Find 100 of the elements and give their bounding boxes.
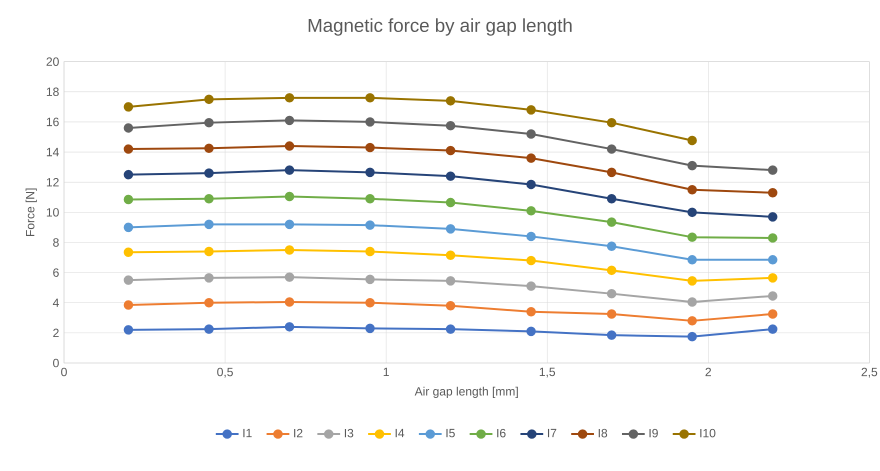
point	[284, 93, 294, 103]
point	[526, 180, 536, 190]
point	[526, 129, 536, 139]
legend-label: I5	[446, 428, 455, 438]
legend-label: I9	[650, 428, 658, 438]
point	[687, 184, 697, 194]
point	[446, 324, 456, 334]
y-tick-label: 16	[46, 118, 59, 126]
point	[446, 96, 456, 106]
x-tick-label: 2,5	[862, 368, 878, 378]
point	[124, 222, 134, 232]
point	[365, 194, 375, 204]
point	[606, 309, 616, 319]
point	[124, 170, 134, 180]
point	[365, 220, 375, 230]
point	[768, 212, 778, 222]
point	[768, 273, 778, 283]
point	[606, 242, 616, 251]
point	[606, 217, 616, 227]
point	[446, 171, 456, 181]
y-tick-label: 14	[46, 148, 59, 156]
chart-title: Magnetic force by air gap length	[308, 18, 572, 36]
y-tick-label: 20	[46, 57, 59, 66]
point	[365, 93, 375, 103]
point	[284, 116, 294, 126]
point	[204, 118, 214, 128]
point	[365, 142, 375, 152]
point	[687, 160, 697, 170]
point	[768, 291, 778, 301]
point	[687, 276, 697, 286]
point	[446, 301, 456, 310]
point	[606, 168, 616, 178]
point	[687, 232, 697, 242]
point	[526, 281, 536, 291]
point	[204, 168, 214, 178]
point	[606, 266, 616, 276]
point	[284, 272, 294, 282]
point	[687, 332, 697, 342]
point	[768, 233, 778, 243]
legend-label: I7	[548, 428, 556, 438]
point	[606, 330, 616, 340]
point	[284, 165, 294, 175]
legend-label: I1	[243, 428, 252, 438]
point	[124, 275, 134, 285]
y-tick-label: 0	[53, 358, 59, 368]
point	[365, 274, 375, 284]
point	[768, 309, 778, 319]
point	[687, 255, 697, 265]
point	[768, 324, 778, 334]
point	[446, 198, 456, 208]
point	[365, 246, 375, 256]
point	[606, 144, 616, 154]
point	[768, 188, 778, 198]
x-tick-label: 1	[384, 368, 389, 376]
x-axis-title: Air gap length [mm]	[414, 386, 518, 398]
point	[446, 250, 456, 260]
point	[526, 232, 536, 242]
x-tick-label: 2	[706, 368, 711, 376]
point	[687, 136, 697, 146]
point	[365, 324, 375, 334]
point	[284, 141, 294, 151]
x-tick-label: 0	[61, 368, 67, 376]
point	[526, 307, 536, 317]
legend-label: I2	[294, 428, 302, 438]
point	[526, 256, 536, 266]
point	[284, 297, 294, 307]
point	[526, 105, 536, 115]
point	[768, 165, 778, 175]
legend-label: I6	[497, 428, 506, 438]
point	[365, 117, 375, 127]
point	[204, 94, 214, 104]
point	[204, 144, 214, 154]
point	[204, 220, 214, 230]
legend-label: I4	[396, 428, 404, 438]
point	[526, 206, 536, 216]
point	[606, 194, 616, 204]
legend-label: I8	[598, 428, 608, 438]
y-tick-label: 8	[53, 238, 59, 247]
point	[284, 192, 294, 202]
y-tick-label: 18	[46, 88, 59, 96]
point	[124, 194, 134, 204]
y-tick-label: 12	[46, 178, 59, 186]
point	[365, 168, 375, 178]
point	[446, 146, 456, 156]
point	[204, 194, 214, 204]
y-tick-label: 4	[52, 298, 59, 307]
point	[446, 120, 456, 130]
point	[284, 245, 294, 255]
point	[526, 326, 536, 336]
point	[606, 118, 616, 128]
legend-label: I10	[700, 428, 716, 438]
point	[606, 288, 616, 298]
point	[365, 298, 375, 308]
point	[124, 300, 134, 310]
point	[124, 144, 134, 154]
point	[687, 316, 697, 326]
point	[124, 102, 134, 112]
point	[446, 276, 456, 286]
point	[124, 123, 134, 133]
y-tick-label: 2	[53, 328, 59, 338]
